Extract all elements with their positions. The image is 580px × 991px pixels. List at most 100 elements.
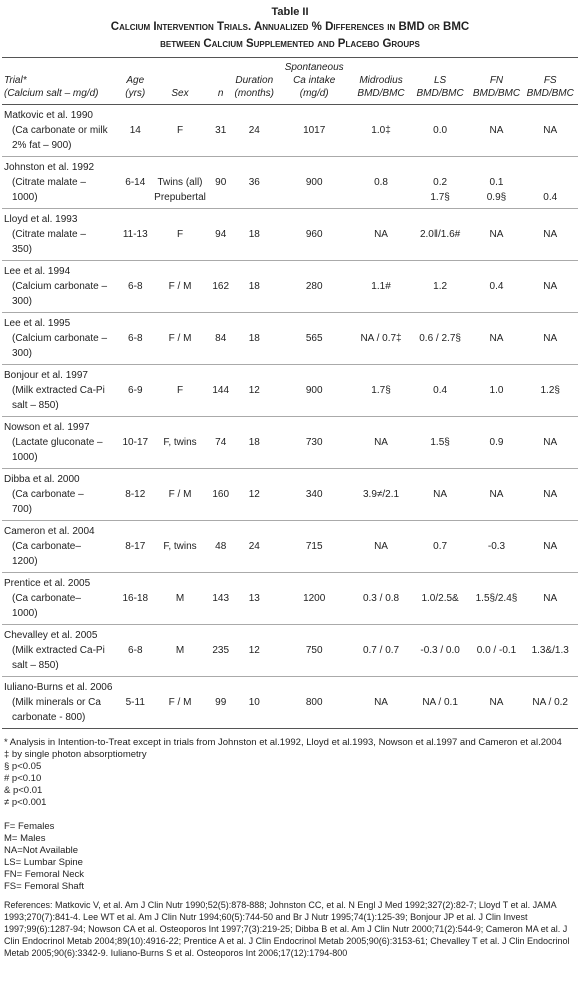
cell [471, 573, 523, 592]
cell [471, 606, 523, 625]
cell [151, 606, 209, 625]
cell [352, 417, 409, 436]
row-head: Iuliano-Burns et al. 2006 [2, 677, 578, 696]
cell [233, 190, 276, 209]
cell [410, 554, 471, 573]
row-head: Matkovic et al. 1990 [2, 105, 578, 124]
cell [209, 521, 233, 540]
cell: F / M [168, 697, 192, 708]
column-header: Spontaneous Ca intake (mg/d) [276, 58, 352, 105]
row-line: 1000) Prepubertal 1.7§ 0.9§ 0.4 [2, 190, 578, 209]
cell: 18 [248, 281, 260, 292]
cell: 8-12 [125, 489, 146, 500]
row-line: 300) [2, 294, 578, 313]
cell: 84 [215, 333, 227, 344]
trial-salt: (Citrate malate – [12, 229, 86, 240]
cell: 90 [215, 177, 227, 188]
cell [209, 398, 233, 417]
cell: 10 [248, 697, 260, 708]
cell [352, 469, 409, 488]
cell [119, 554, 151, 573]
cell: 18 [248, 333, 260, 344]
header-line: Spontaneous Ca intake [284, 62, 344, 86]
cell [522, 209, 578, 228]
column-header: LS BMD/BMC [410, 58, 471, 105]
footnote: § p<0.05 [4, 761, 42, 772]
column-header: n [209, 58, 233, 105]
cell [119, 417, 151, 436]
footnote: ≠ p<0.001 [4, 797, 47, 808]
cell [410, 105, 471, 124]
cell: 24 [248, 125, 260, 136]
cell [151, 677, 209, 696]
column-header: Age (yrs) [119, 58, 151, 105]
page: Table II Calcium Intervention Trials. An… [0, 5, 580, 991]
cell: 48 [215, 541, 227, 552]
trial-salt: (Calcium carbonate – [12, 281, 108, 292]
cell [119, 450, 151, 469]
cell: F [176, 125, 184, 136]
cell [209, 105, 233, 124]
cell: NA [543, 229, 558, 240]
cell: F / M [168, 281, 192, 292]
cell: 16-18 [122, 593, 149, 604]
cell [209, 450, 233, 469]
cell [352, 313, 409, 332]
cell [233, 242, 276, 261]
cell [471, 502, 523, 521]
cell: -0.3 [487, 541, 506, 552]
cell: 0.0 [433, 125, 448, 136]
cell [119, 365, 151, 384]
cell: 1.1# [371, 281, 391, 292]
cell: 162 [212, 281, 230, 292]
cell [209, 190, 233, 209]
cell [209, 157, 233, 176]
cell: 1.5§/2.4§ [475, 593, 518, 604]
cell [119, 138, 151, 157]
cell: 144 [212, 385, 230, 396]
cell: 900 [305, 385, 323, 396]
trial-name: Iuliano-Burns et al. 2006 [4, 682, 113, 693]
abbreviation: NA=Not Available [4, 845, 79, 856]
cell: 6-14 [125, 177, 146, 188]
cell [233, 554, 276, 573]
cell: 750 [305, 645, 323, 656]
cell [471, 365, 523, 384]
row-line: (Calcium carbonate – 6-8 F / M 84 18 565 NA / … [2, 331, 578, 346]
cell: F [176, 229, 184, 240]
cell [522, 346, 578, 365]
trial-salt: 1200) [12, 556, 38, 567]
cell: 12 [248, 645, 260, 656]
row-line: (Milk extracted Ca-Pi 6-8 M 235 12 750 0.7 / 0… [2, 643, 578, 658]
cell [352, 365, 409, 384]
row-head: Cameron et al. 2004 [2, 521, 578, 540]
trial-salt: (Citrate malate – [12, 177, 86, 188]
cell: 8-17 [125, 541, 146, 552]
cell [151, 554, 209, 573]
cell [522, 138, 578, 157]
column-header: FN BMD/BMC [471, 58, 523, 105]
row-line: 1000) [2, 450, 578, 469]
cell [209, 606, 233, 625]
abbreviation: FS= Femoral Shaft [4, 881, 84, 892]
cell [151, 573, 209, 592]
trial-salt: (Ca carbonate or milk [12, 125, 108, 136]
cell: 1.0 [489, 385, 504, 396]
cell [233, 502, 276, 521]
cell: 5-11 [125, 697, 145, 708]
cell [276, 105, 352, 124]
cell [119, 294, 151, 313]
cell [233, 346, 276, 365]
row-line: 350) [2, 242, 578, 261]
header-line: Age [126, 75, 145, 86]
cell [276, 573, 352, 592]
cell [352, 105, 409, 124]
cell [352, 209, 409, 228]
row-line: (Citrate malate – 6-14 Twins (all) 90 36 900 0… [2, 175, 578, 190]
cell [410, 625, 471, 644]
cell: 6-9 [128, 385, 143, 396]
column-header: Duration (months) [233, 58, 276, 105]
cell: 36 [248, 177, 260, 188]
row-head: Dibba et al. 2000 [2, 469, 578, 488]
cell: 12 [248, 385, 260, 396]
